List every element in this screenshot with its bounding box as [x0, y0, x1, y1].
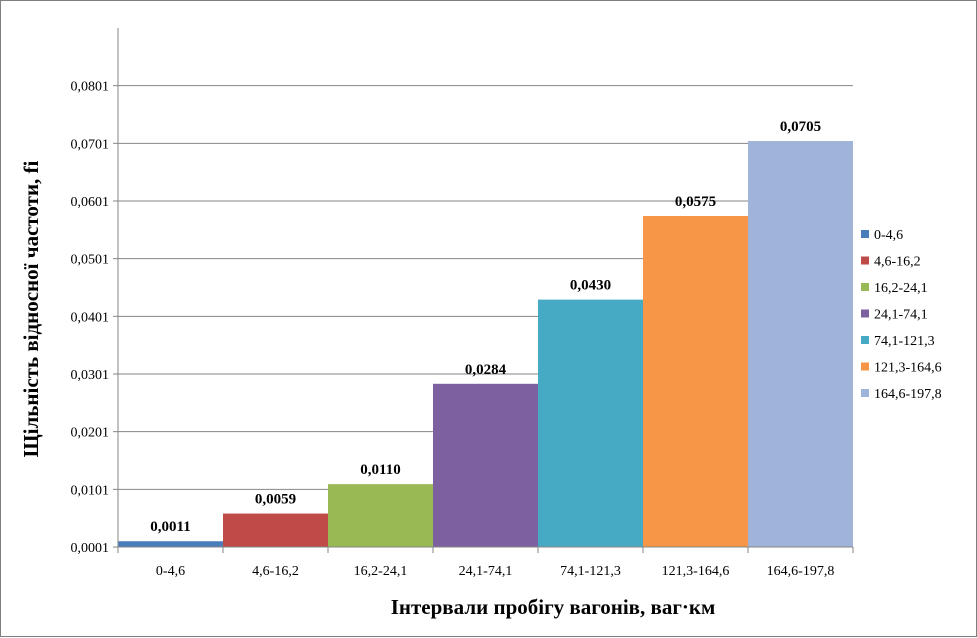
- x-tick-label: 74,1-121,3: [560, 564, 621, 579]
- bar: [118, 541, 223, 547]
- legend-swatch: [861, 389, 869, 397]
- bars: [118, 141, 853, 547]
- x-tick-label: 164,6-197,8: [767, 564, 835, 579]
- legend-swatch: [861, 362, 869, 371]
- data-label: 0,0284: [465, 362, 507, 378]
- axes: [117, 28, 853, 548]
- legend-label: 121,3-164,6: [874, 361, 942, 376]
- y-tick-label: 0,0701: [71, 137, 110, 152]
- y-tick-label: 0,0601: [71, 195, 110, 210]
- y-tick-label: 0,0301: [71, 368, 110, 383]
- legend-label: 16,2-24,1: [874, 281, 928, 296]
- legend-label: 0-4,6: [874, 228, 903, 243]
- legend-label: 24,1-74,1: [874, 308, 928, 323]
- data-label: 0,0059: [255, 492, 296, 508]
- x-tick-label: 24,1-74,1: [459, 564, 513, 579]
- data-label: 0,0575: [675, 194, 716, 210]
- x-tick-label: 4,6-16,2: [252, 564, 299, 579]
- x-tick-label: 121,3-164,6: [662, 564, 730, 579]
- x-axis-title: Інтервали пробігу вагонів, ваг·км: [391, 595, 716, 619]
- y-axis-title: Щільність відносної частоти, fi: [19, 160, 43, 457]
- y-tick-label: 0,0201: [71, 426, 110, 441]
- legend-swatch: [861, 256, 869, 265]
- y-tick-label: 0,0801: [71, 80, 110, 95]
- y-tick-label: 0,0501: [71, 253, 110, 268]
- data-label: 0,0705: [780, 119, 821, 135]
- x-tick-label: 0-4,6: [156, 564, 185, 579]
- data-label: 0,0011: [150, 519, 190, 535]
- data-label: 0,0110: [360, 462, 400, 478]
- y-tick-label: 0,0401: [71, 310, 110, 325]
- bar: [643, 215, 748, 547]
- y-tick-label: 0,0001: [71, 541, 110, 556]
- legend: 0-4,6 4,6-16,2 16,2-24,1 24,1-74,1 74,1-121,…: [861, 228, 942, 402]
- bar: [328, 484, 433, 547]
- bar: [538, 299, 643, 547]
- y-tick-label: 0,0101: [71, 483, 110, 498]
- bar: [748, 141, 853, 547]
- data-label: 0,0430: [570, 278, 611, 294]
- legend-label: 74,1-121,3: [874, 334, 935, 349]
- x-tick-labels: 0-4,6 4,6-16,2 16,2-24,1 24,1-74,1 74,1-121,…: [156, 564, 834, 579]
- legend-label: 4,6-16,2: [874, 255, 921, 270]
- legend-swatch: [861, 309, 869, 318]
- legend-swatch: [861, 336, 869, 344]
- data-labels: 0,0011 0,0059 0,0110 0,0284 0,0430 0,0575 0,07…: [150, 119, 821, 535]
- bar: [433, 383, 538, 547]
- y-tick-labels: 0,0001 0,0101 0,0201 0,0301 0,0401 0,0501 0,06…: [71, 80, 110, 556]
- legend-swatch: [861, 230, 869, 238]
- x-tick-label: 16,2-24,1: [354, 564, 408, 579]
- legend-swatch: [861, 283, 869, 291]
- bar: [223, 513, 328, 547]
- legend-label: 164,6-197,8: [874, 387, 942, 402]
